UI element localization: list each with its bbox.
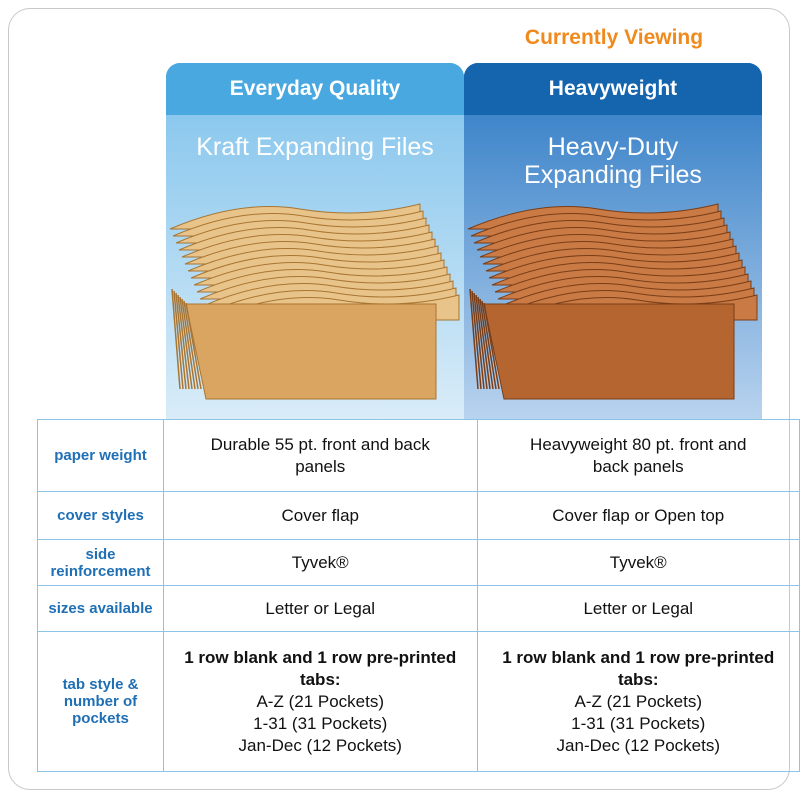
- cell-value: 1 row blank and 1 row pre-printed tabs: A…: [476, 631, 800, 772]
- cell-value: Cover flap or Open top: [476, 491, 800, 540]
- column-subtitle: Heavy-Duty Expanding Files: [524, 133, 702, 189]
- row-label: sizes available: [37, 585, 164, 632]
- cell-item: A-Z (21 Pockets): [574, 691, 703, 711]
- cell-value: Durable 55 pt. front and back panels: [162, 419, 478, 492]
- cell-value: Letter or Legal: [162, 585, 478, 632]
- row-label: tab style & number of pockets: [37, 631, 164, 772]
- row-label: paper weight: [37, 419, 164, 492]
- file-illustration: [467, 203, 758, 400]
- cell-heading: 1 row blank and 1 row pre-printed tabs:: [502, 647, 775, 689]
- badge: Currently Viewing: [524, 26, 704, 49]
- cell-item: A-Z (21 Pockets): [256, 691, 385, 711]
- cell-value: Cover flap: [162, 491, 478, 540]
- table-row: sizes available Letter or Legal Letter or …: [37, 585, 800, 632]
- column-title: Everyday Quality: [166, 63, 464, 115]
- cell-value: Tyvek®: [476, 539, 800, 586]
- comparison-table: paper weight Durable 55 pt. front and bac…: [37, 419, 800, 772]
- cell-value: Tyvek®: [162, 539, 478, 586]
- row-label: cover styles: [37, 491, 164, 540]
- cell-value: 1 row blank and 1 row pre-printed tabs: A…: [162, 631, 478, 772]
- cell-value: Letter or Legal: [476, 585, 800, 632]
- table-row: side reinforcement Tyvek® Tyvek®: [37, 539, 800, 586]
- cell-item: 1-31 (31 Pockets): [571, 713, 706, 733]
- table-row: tab style & number of pockets 1 row blank…: [37, 631, 800, 772]
- cell-value: Heavyweight 80 pt. front and back panels: [476, 419, 800, 492]
- row-label: side reinforcement: [37, 539, 164, 586]
- cell-item: Jan-Dec (12 Pockets): [556, 735, 720, 755]
- table-row: paper weight Durable 55 pt. front and bac…: [37, 419, 800, 492]
- product-column: Heavyweight Heavy-Duty Expanding Files: [464, 63, 762, 419]
- column-subtitle: Kraft Expanding Files: [196, 133, 434, 161]
- cell-item: 1-31 (31 Pockets): [253, 713, 388, 733]
- cell-item: Jan-Dec (12 Pockets): [238, 735, 402, 755]
- table-row: cover styles Cover flap Cover flap or Open…: [37, 491, 800, 540]
- column-title: Heavyweight: [464, 63, 762, 115]
- file-illustration: [169, 203, 460, 400]
- frame: [8, 8, 790, 790]
- product-column: Everyday Quality Kraft Expanding Files: [166, 63, 464, 419]
- cell-heading: 1 row blank and 1 row pre-printed tabs:: [184, 647, 457, 689]
